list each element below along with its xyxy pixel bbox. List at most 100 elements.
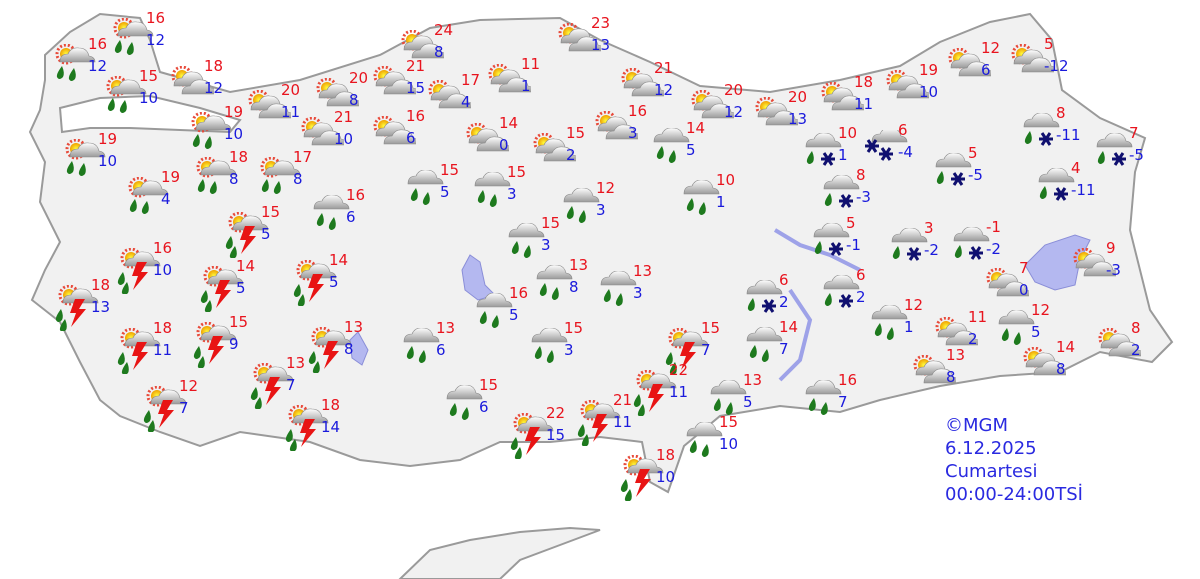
- max-temp: 14: [779, 318, 799, 336]
- max-temp: 15: [566, 124, 586, 142]
- min-temp: 12: [724, 103, 744, 121]
- lightning: [635, 469, 651, 497]
- min-temp: 2: [968, 330, 978, 348]
- min-temp: 1: [838, 146, 848, 164]
- lake-tuz: [461, 254, 496, 301]
- min-temp: 11: [153, 341, 173, 359]
- min-temp: -12: [1044, 57, 1069, 75]
- max-temp: 14: [1056, 338, 1076, 356]
- weather-station: 6 2: [820, 267, 900, 325]
- weather-station: 11 1: [485, 56, 565, 114]
- weather-station: 14 0: [463, 115, 543, 173]
- weather-station: 22 15: [510, 405, 590, 463]
- weather-station: 18 8: [193, 149, 273, 207]
- min-temp: 10: [719, 435, 739, 453]
- min-temp: 2: [566, 146, 576, 164]
- min-temp: 5: [686, 141, 696, 159]
- max-temp: 16: [509, 284, 529, 302]
- max-temp: 13: [633, 262, 653, 280]
- min-temp: 9: [229, 335, 239, 353]
- weather-station: 16 6: [370, 108, 450, 166]
- weather-station: 16 6: [310, 187, 390, 245]
- lightning: [70, 299, 86, 327]
- lightning: [265, 377, 281, 405]
- min-temp: 3: [596, 201, 606, 219]
- min-temp: 12: [204, 79, 224, 97]
- max-temp: 19: [161, 168, 181, 186]
- min-temp: 3: [628, 124, 638, 142]
- weather-station: 12 5: [995, 302, 1075, 360]
- min-temp: 5: [261, 225, 271, 243]
- max-temp: 21: [654, 59, 674, 77]
- min-temp: 7: [179, 399, 189, 417]
- max-temp: 8: [1131, 319, 1141, 337]
- weather-station: 12 6: [945, 40, 1025, 98]
- min-temp: 10: [153, 261, 173, 279]
- weather-station: 21 11: [577, 392, 657, 450]
- max-temp: 13: [344, 318, 364, 336]
- min-temp: 6: [479, 398, 489, 416]
- min-temp: 10: [224, 125, 244, 143]
- min-temp: 7: [779, 340, 789, 358]
- min-temp: 0: [499, 136, 509, 154]
- max-temp: 18: [153, 319, 173, 337]
- min-temp: 10: [139, 89, 159, 107]
- max-temp: 15: [541, 214, 561, 232]
- min-temp: 1: [904, 318, 914, 336]
- weather-station: 8 2: [1095, 320, 1175, 378]
- weather-station: 19 4: [125, 169, 205, 227]
- weather-station: 9 -3: [1070, 240, 1150, 298]
- weather-station: 20 8: [313, 70, 393, 128]
- max-temp: 20: [281, 81, 301, 99]
- min-temp: 12: [654, 81, 674, 99]
- weather-station: 21 15: [370, 58, 450, 116]
- min-temp: 13: [591, 36, 611, 54]
- max-temp: 14: [686, 119, 706, 137]
- min-temp: 2: [1131, 341, 1141, 359]
- min-temp: 5: [1031, 323, 1041, 341]
- lightning: [208, 336, 224, 364]
- max-temp: 18: [321, 396, 341, 414]
- min-temp: 13: [91, 298, 111, 316]
- credit-date: 6.12.2025: [945, 438, 1037, 459]
- max-temp: 14: [236, 257, 256, 275]
- min-temp: 15: [546, 426, 566, 444]
- max-temp: 15: [479, 376, 499, 394]
- max-temp: 12: [981, 39, 1001, 57]
- max-temp: 8: [1056, 104, 1066, 122]
- weather-station: 17 8: [257, 149, 337, 207]
- lightning: [308, 274, 324, 302]
- lake-beysehir: [349, 331, 369, 366]
- max-temp: 14: [499, 114, 519, 132]
- max-temp: 15: [564, 319, 584, 337]
- weather-station: 14 7: [743, 319, 823, 377]
- min-temp: 10: [98, 152, 118, 170]
- max-temp: 24: [434, 21, 454, 39]
- weather-station: 22 11: [633, 362, 713, 420]
- max-temp: 12: [1031, 301, 1051, 319]
- min-temp: 2: [856, 288, 866, 306]
- max-temp: 7: [1019, 259, 1029, 277]
- max-temp: 3: [924, 219, 934, 237]
- weather-station: 18 12: [168, 58, 248, 116]
- weather-station: 19 10: [883, 62, 963, 120]
- weather-station: 20 12: [688, 82, 768, 140]
- max-temp: 5: [1044, 35, 1054, 53]
- lightning: [592, 414, 608, 442]
- min-temp: 13: [788, 110, 808, 128]
- weather-station: 7 0: [983, 260, 1063, 318]
- min-temp: -4: [898, 143, 913, 161]
- weather-station: 6 -4: [862, 122, 942, 180]
- max-temp: 6: [898, 121, 908, 139]
- weather-station: 13 8: [910, 347, 990, 405]
- weather-station: 15 9: [193, 314, 273, 372]
- min-temp: 5: [509, 306, 519, 324]
- min-temp: 10: [334, 130, 354, 148]
- max-temp: 16: [628, 102, 648, 120]
- max-temp: 7: [1129, 124, 1139, 142]
- lightning: [648, 384, 664, 412]
- min-temp: 8: [1056, 360, 1066, 378]
- weather-station: 11 2: [932, 309, 1012, 367]
- max-temp: 6: [779, 271, 789, 289]
- min-temp: 3: [633, 284, 643, 302]
